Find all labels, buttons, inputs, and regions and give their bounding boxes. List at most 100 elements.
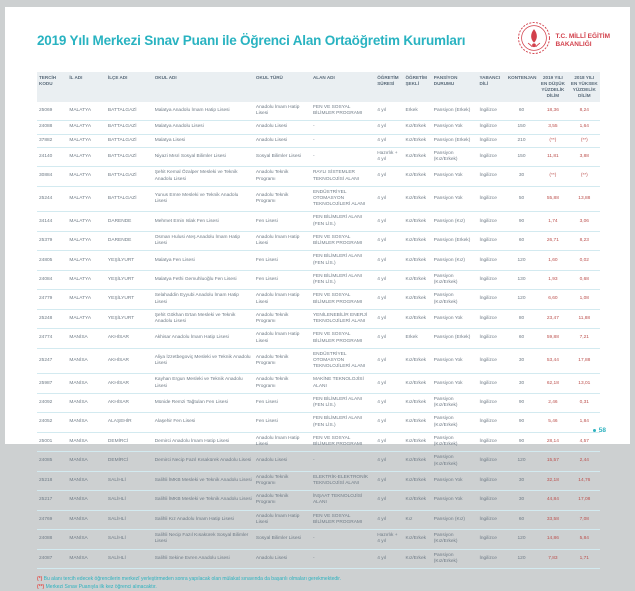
table-row: 25379 MALATYA DARENDE Osman Hulusi Ateş Ana… [37,231,600,252]
cell-sure: 4 yıl [375,549,404,570]
column-header-code: TERCİH KODU [37,72,68,102]
cell-y2018: 0,02 [568,250,600,271]
cell-code: 25218 [37,471,68,492]
cell-okul: Akhisar Anadolu İmam Hatip Lisesi [152,328,254,349]
cell-kont: 130 [505,270,538,291]
cell-sure: 4 yıl [375,393,404,414]
cell-kont: 150 [505,120,538,135]
cell-ilce: YEŞİLYURT [105,250,153,271]
cell-dil: İngilizce [477,231,506,252]
cell-tur: Anadolu İmam Hatip Lisesi [253,510,311,531]
cell-sure: 4 yıl [375,373,404,394]
cell-ilce: ALAŞEHİR [105,412,153,433]
cell-il: MANİSA [67,348,106,375]
cell-pansiyon: Pansiyon Yok [431,348,478,375]
cell-okul: Niyazi Mısri Sosyal Bilimler Lisesi [152,147,254,168]
table-row: 25001 MANİSA DEMİRCİ Demirci Anadolu İmam H… [37,432,600,453]
table-row: 24088 MANİSA SALİHLİ Salihli Necip Fazıl Kı… [37,529,600,550]
column-header-dil: YABANCI DİLİ [477,72,506,102]
cell-sure: 4 yıl [375,120,404,135]
cell-il: MANİSA [67,529,106,550]
cell-ilce: BATTALGAZİ [105,147,153,168]
column-header-alan: ALAN ADI [310,72,376,102]
cell-kont: 120 [505,529,538,550]
cell-dil: İngilizce [477,250,506,271]
table-row: 25244 MALATYA BATTALGAZİ Yunus Emre Mesleki… [37,186,600,213]
cell-ilce: BATTALGAZİ [105,120,153,135]
cell-alan: ENDÜSTRİYEL OTOMASYON TEKNOLOJİLERİ ALAN… [310,348,376,375]
cell-y2019: 32,18 [537,471,569,492]
table-row: 24140 MALATYA BATTALGAZİ Niyazi Mısri Sosya… [37,147,600,168]
cell-tur: Anadolu Lisesi [253,120,311,135]
cell-tur: Anadolu Teknik Programı [253,166,311,187]
cell-il: MALATYA [67,250,106,271]
cell-kont: 30 [505,490,538,511]
cell-y2019: 23,47 [537,309,569,330]
cell-ilce: BATTALGAZİ [105,186,153,213]
cell-kont: 80 [505,309,538,330]
cell-y2019: 15,57 [537,451,569,472]
cell-sure: 4 yıl [375,186,404,213]
cell-sekil: Kız/Erkek [403,309,432,330]
cell-ilce: YEŞİLYURT [105,289,153,310]
cell-tur: Anadolu Lisesi [253,134,311,148]
table-row: 25069 MALATYA BATTALGAZİ Malatya Anadolu İm… [37,101,600,122]
cell-pansiyon: Pansiyon (Kız/Erkek) [431,393,478,414]
table-row: 25248 MALATYA YEŞİLYURT Şehit Gökhan Ertan … [37,309,600,330]
table-row: 24774 MANİSA AKHİSAR Akhisar Anadolu İmam H… [37,328,600,349]
cell-il: MANİSA [67,510,106,531]
cell-code: 24805 [37,250,68,271]
cell-dil: İngilizce [477,166,506,187]
cell-code: 25244 [37,186,68,213]
footnote-1-text: Bu alanı tercih edecek öğrencilerin merk… [43,576,342,583]
cell-il: MANİSA [67,412,106,433]
cell-kont: 150 [505,147,538,168]
cell-dil: İngilizce [477,412,506,433]
cell-alan: FEN BİLİMLERİ ALANI (FEN LİS.) [310,250,376,271]
table-row: 37882 MALATYA BATTALGAZİ Malatya Lisesi Anad… [37,134,600,148]
cell-code: 24084 [37,270,68,291]
cell-okul: Demirci Necip Fazıl Kısakürek Anadolu Li… [152,451,254,472]
document-page: 2019 Yılı Merkezi Sınav Puanı ile Öğrenc… [5,7,630,590]
cell-sekil: Kız/Erkek [403,289,432,310]
cell-pansiyon: Pansiyon Yok [431,309,478,330]
cell-il: MALATYA [67,147,106,168]
cell-dil: İngilizce [477,211,506,232]
cell-il: MANİSA [67,451,106,472]
cell-sure: 4 yıl [375,348,404,375]
cell-okul: Aliya İzzetbegoviç Mesleki ve Teknik Ana… [152,348,254,375]
cell-dil: İngilizce [477,529,506,550]
cell-il: MANİSA [67,373,106,394]
cell-alan: YENİLENEBİLİR ENERJİ TEKNOLOJİLERİ ALANI [310,309,376,330]
cell-ilce: SALİHLİ [105,471,153,492]
footnote-1-marker: (*) [37,576,43,583]
cell-sekil: Kız/Erkek [403,373,432,394]
cell-code: 37882 [37,134,68,148]
cell-dil: İngilizce [477,147,506,168]
cell-y2019: 1,60 [537,250,569,271]
table-wrapper: TERCİH KODU İL ADI İLÇE ADI OKUL ADI OKUL TÜ… [37,72,600,570]
cell-pansiyon: Pansiyon (Kız) [431,211,478,232]
cell-alan: - [310,120,376,135]
cell-kont: 120 [505,549,538,570]
cell-kont: 90 [505,211,538,232]
cell-code: 25247 [37,348,68,375]
cell-kont: 30 [505,348,538,375]
cell-y2019: 11,81 [537,147,569,168]
cell-il: MALATYA [67,101,106,122]
cell-sekil: Erkek [403,328,432,349]
footnotes: (*) Bu alanı tercih edecek öğrencilerin … [37,575,600,591]
cell-y2019: 44,84 [537,490,569,511]
cell-y2018: (**) [568,134,600,148]
cell-sure: Hazırlık + 4 yıl [375,529,404,550]
cell-pansiyon: Pansiyon (Erkek) [431,231,478,252]
cell-y2018: 11,88 [568,309,600,330]
cell-alan: - [310,529,376,550]
cell-okul: Malatya Fethi Gemuhluoğlu Fen Lisesi [152,270,254,291]
cell-il: MANİSA [67,328,106,349]
cell-tur: Fen Lisesi [253,393,311,414]
cell-y2019: (**) [537,134,569,148]
cell-dil: İngilizce [477,134,506,148]
cell-ilce: SALİHLİ [105,549,153,570]
cell-pansiyon: Pansiyon Yok [431,186,478,213]
